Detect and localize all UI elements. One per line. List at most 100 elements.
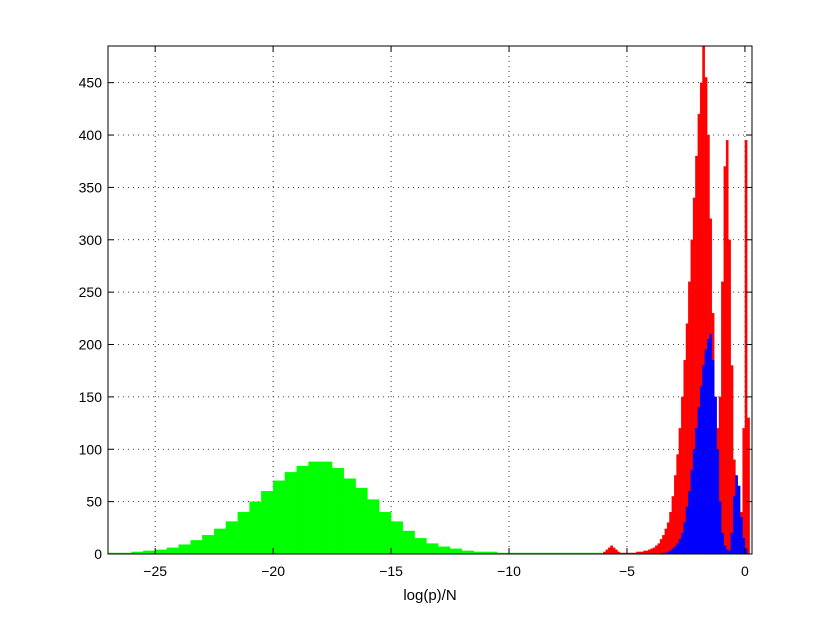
histogram-bar xyxy=(666,522,670,555)
histogram-bar xyxy=(728,239,731,555)
histogram-bar xyxy=(678,428,682,555)
histogram-bar xyxy=(662,534,665,555)
histogram-bar xyxy=(438,546,451,555)
histogram-bar xyxy=(718,501,722,555)
histogram-bar xyxy=(744,140,748,555)
histogram-bar xyxy=(714,396,717,555)
histogram-bar xyxy=(249,501,262,555)
histogram-bar xyxy=(678,539,682,555)
histogram-bar xyxy=(650,548,654,555)
histogram-bar xyxy=(683,522,687,555)
histogram-bar xyxy=(671,496,675,555)
histogram-bar xyxy=(695,428,698,555)
histogram-bar xyxy=(166,547,179,555)
histogram-bar xyxy=(414,538,427,555)
histogram-bar xyxy=(702,365,705,555)
histogram-bar xyxy=(426,543,439,555)
histogram-bar xyxy=(320,461,333,555)
histogram-bar xyxy=(723,545,727,555)
histogram-bar xyxy=(721,281,724,555)
histogram-bar xyxy=(699,386,703,555)
histogram-bar xyxy=(202,534,215,555)
histogram-bar xyxy=(610,545,613,555)
histogram-bar xyxy=(704,349,708,555)
histogram-bar xyxy=(674,546,677,555)
histogram-bar xyxy=(612,547,616,555)
x-axis-title: log(p)/N xyxy=(403,587,456,604)
histogram-bar xyxy=(178,544,191,555)
histogram-bar xyxy=(669,511,672,555)
y-tick-label: 0 xyxy=(94,546,102,562)
histogram-bar xyxy=(747,417,750,555)
histogram-bar xyxy=(711,360,715,555)
histogram-bar xyxy=(367,499,380,555)
histogram-bar xyxy=(308,461,321,555)
bars-layer xyxy=(107,45,750,555)
histogram-bar xyxy=(725,549,729,555)
histogram-bar xyxy=(723,166,727,555)
histogram-bar xyxy=(671,548,675,555)
histogram-bar xyxy=(331,467,345,555)
histogram-bar xyxy=(355,487,368,555)
histogram-bar xyxy=(155,549,168,555)
histogram-bar xyxy=(390,521,404,555)
histogram-bar xyxy=(676,543,680,555)
histogram-bar xyxy=(676,454,680,555)
histogram-bar xyxy=(655,545,658,555)
histogram-bar xyxy=(272,480,286,555)
histogram-bar xyxy=(730,365,734,555)
ticks-layer: −25 −20 −15 −10 −5 0 0 50 100 150 200 250 300 350 400 4… xyxy=(79,46,752,579)
plot-frame xyxy=(107,45,753,555)
histogram-bar xyxy=(664,528,668,555)
y-tick-label: 450 xyxy=(79,75,103,91)
x-tick-label: 0 xyxy=(741,563,749,579)
histogram-bar xyxy=(735,475,738,555)
histogram-bar xyxy=(190,540,203,555)
y-tick-label: 300 xyxy=(79,232,103,248)
y-tick-label: 250 xyxy=(79,284,103,300)
histogram-bar xyxy=(716,449,720,555)
histogram-bar xyxy=(449,548,462,555)
y-tick-label: 400 xyxy=(79,127,103,143)
x-tick-label: −20 xyxy=(261,563,285,579)
y-tick-label: 350 xyxy=(79,179,103,195)
histogram-bar xyxy=(721,532,724,555)
y-tick-label: 150 xyxy=(79,389,103,405)
y-tick-label: 50 xyxy=(86,494,102,510)
histogram-bar xyxy=(725,140,729,555)
histogram-bar xyxy=(605,549,609,555)
histogram-bar xyxy=(674,475,677,555)
histogram-bar xyxy=(648,549,651,555)
histogram-bar xyxy=(343,478,356,555)
histogram-bar xyxy=(740,517,743,555)
histogram-bar xyxy=(681,396,684,555)
histogram-bar xyxy=(296,465,309,555)
grid-layer xyxy=(108,46,752,554)
histogram-bar xyxy=(379,511,392,555)
histogram-bar xyxy=(737,485,741,555)
y-tick-label: 200 xyxy=(79,337,103,353)
histogram-bar xyxy=(402,530,415,555)
histogram-bar xyxy=(707,339,710,555)
histogram-bar xyxy=(690,470,694,555)
x-tick-label: −5 xyxy=(619,563,635,579)
histogram-bar xyxy=(709,333,713,555)
histogram-bar xyxy=(652,547,656,555)
histogram-bar xyxy=(730,532,734,555)
histogram-bar xyxy=(657,543,661,555)
histogram-bar xyxy=(732,496,736,555)
histogram-bar xyxy=(214,528,227,555)
histogram-bar xyxy=(284,472,297,555)
histogram-bar xyxy=(615,549,618,555)
x-tick-label: −25 xyxy=(143,563,167,579)
histogram-bar xyxy=(225,521,238,555)
x-tick-label: −10 xyxy=(497,563,521,579)
histogram-bar xyxy=(742,428,746,555)
histogram-bar xyxy=(607,547,611,555)
histogram-bar xyxy=(659,539,663,555)
histogram-bar xyxy=(685,506,689,555)
histogram-bar xyxy=(261,491,274,555)
histogram-bar xyxy=(697,407,701,555)
histogram-bar xyxy=(237,511,250,555)
